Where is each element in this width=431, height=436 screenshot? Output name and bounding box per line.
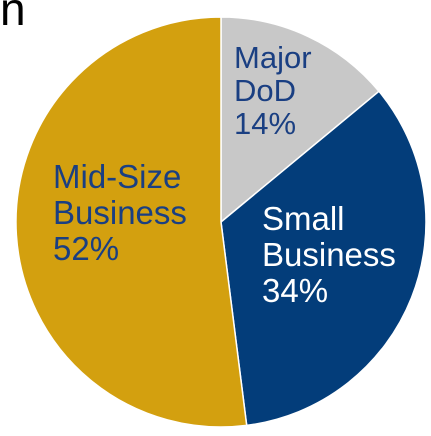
slice-category-label: Business <box>53 194 187 231</box>
slice-small-business <box>220 90 427 427</box>
slice-value-label: 34% <box>262 272 328 309</box>
slice-category-label: Business <box>262 236 396 273</box>
chart-title: n <box>0 0 26 35</box>
slice-value-label: 14% <box>234 106 296 141</box>
slice-category-label: Major <box>234 40 312 75</box>
slice-category-label: Mid-Size <box>53 158 181 195</box>
slice-category-label: Small <box>262 200 345 237</box>
slice-small-business-label: Small Business 34% <box>262 200 396 309</box>
slice-value-label: 52% <box>53 230 119 267</box>
slice-major-dod-label: Major DoD 14% <box>234 40 312 141</box>
slice-major-dod <box>220 16 380 223</box>
slice-mid-size-business-label: Mid-Size Business 52% <box>53 158 187 267</box>
slice-mid-size-business <box>15 16 248 428</box>
slice-category-label: DoD <box>234 73 296 108</box>
